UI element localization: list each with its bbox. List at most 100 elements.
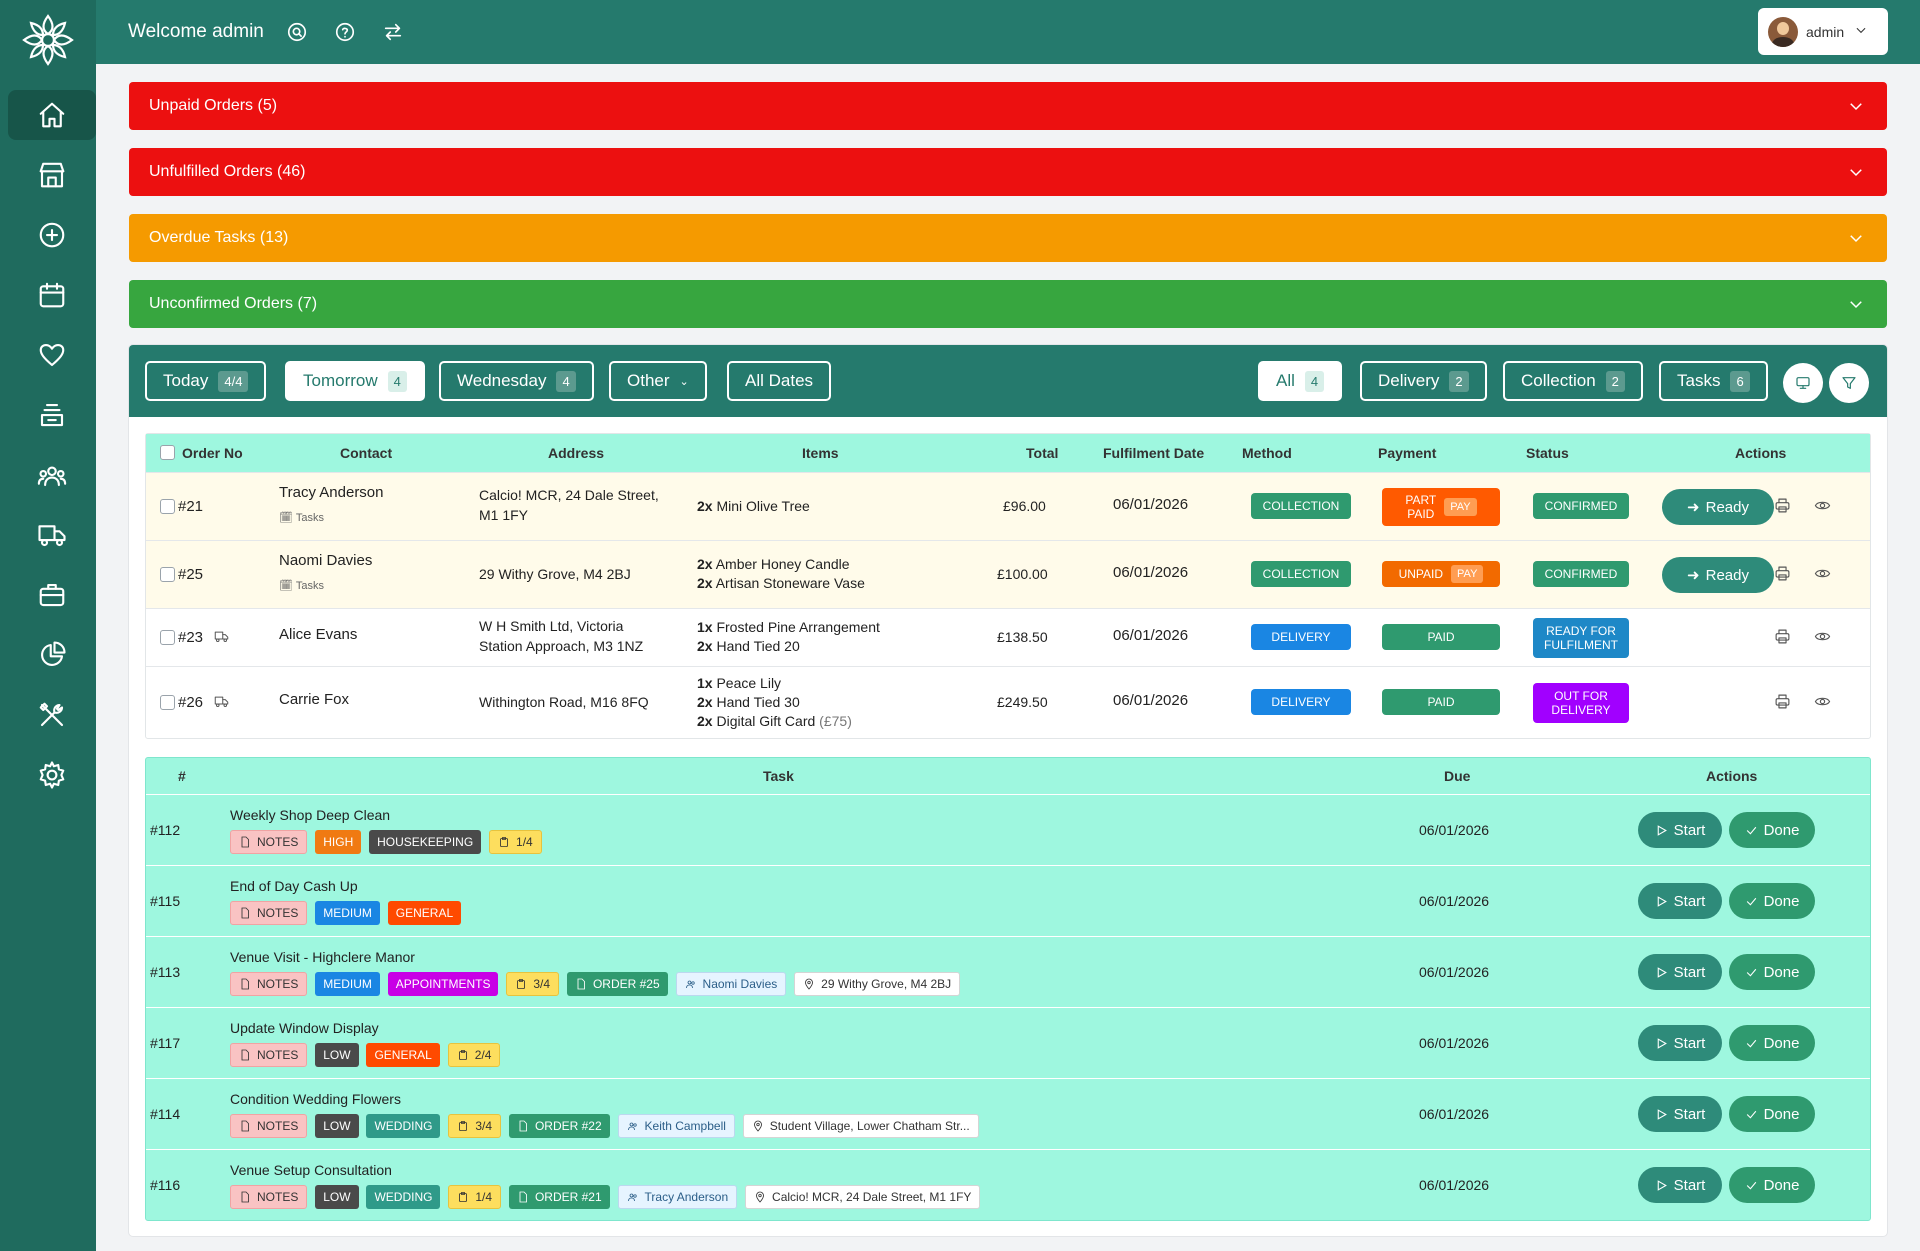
nav-shop[interactable] [8,150,96,200]
order-row[interactable]: #26 Carrie Fox Withington Road, M16 8FQ … [146,666,1870,738]
order-number[interactable]: #26 [178,694,204,711]
task-row[interactable]: #115 End of Day Cash Up NOTES MEDIUM GEN… [146,865,1870,936]
start-button[interactable]: Start [1638,1167,1722,1203]
nav-home[interactable] [8,90,96,140]
filter-tomorrow[interactable]: Tomorrow 4 [285,361,425,401]
task-title[interactable]: Condition Wedding Flowers [230,1091,401,1107]
nav-favourites[interactable] [8,330,96,380]
search-button[interactable] [282,17,312,47]
ready-button[interactable]: ➜ Ready [1662,557,1774,593]
nav-tools[interactable] [8,690,96,740]
nav-customers[interactable] [8,450,96,500]
filter-other-dropdown[interactable]: Other ⌄ [609,361,707,401]
contact-tag[interactable]: Naomi Davies [675,972,787,996]
contact-name[interactable]: Naomi Davies [279,552,373,569]
contact-tag[interactable]: Tracy Anderson [617,1185,738,1209]
row-checkbox[interactable] [160,499,175,514]
filter-delivery[interactable]: Delivery 2 [1360,361,1487,401]
task-row[interactable]: #117 Update Window Display NOTES LOW GEN… [146,1007,1870,1078]
user-menu[interactable]: admin [1758,8,1888,55]
notes-tag[interactable]: NOTES [230,1114,308,1138]
payment-badge[interactable]: UNPAID PAY [1382,561,1500,587]
filter-all[interactable]: All 4 [1258,361,1343,401]
contact-tag[interactable]: Keith Campbell [617,1114,735,1138]
contact-name[interactable]: Tracy Anderson [279,484,384,501]
notes-tag[interactable]: NOTES [230,1043,308,1067]
filter-all-dates[interactable]: All Dates [727,361,832,401]
notes-tag[interactable]: NOTES [230,1185,308,1209]
nav-add[interactable] [8,210,96,260]
order-link-tag[interactable]: ORDER #22 [508,1114,610,1138]
nav-delivery[interactable] [8,510,96,560]
view-button[interactable] [1814,628,1831,648]
alert-overdue-tasks[interactable]: Overdue Tasks (13) [129,214,1887,262]
pay-button[interactable]: PAY [1444,498,1477,516]
notes-tag[interactable]: NOTES [230,901,308,925]
start-button[interactable]: Start [1638,1025,1722,1061]
order-row[interactable]: #25 Naomi Davies 🗓 Tasks 29 Withy Grove,… [146,540,1870,608]
order-row[interactable]: #21 Tracy Anderson 🗓 Tasks Calcio! MCR, … [146,472,1870,540]
filter-collection[interactable]: Collection 2 [1503,361,1643,401]
filter-wednesday[interactable]: Wednesday 4 [439,361,594,401]
done-button[interactable]: Done [1729,954,1815,990]
contact-name[interactable]: Carrie Fox [279,691,350,708]
logo[interactable] [0,0,96,80]
alert-unfulfilled-orders[interactable]: Unfulfilled Orders (46) [129,148,1887,196]
start-button[interactable]: Start [1638,812,1722,848]
done-button[interactable]: Done [1729,812,1815,848]
pay-button[interactable]: PAY [1451,565,1484,583]
task-row[interactable]: #113 Venue Visit - Highclere Manor NOTES… [146,936,1870,1007]
order-link-tag[interactable]: ORDER #25 [566,972,668,996]
row-checkbox[interactable] [160,695,175,710]
row-checkbox[interactable] [160,630,175,645]
task-title[interactable]: Weekly Shop Deep Clean [230,807,391,823]
notes-tag[interactable]: NOTES [230,972,308,996]
order-link-tag[interactable]: ORDER #21 [508,1185,610,1209]
task-row[interactable]: #116 Venue Setup Consultation NOTES LOW … [146,1149,1870,1220]
location-tag[interactable]: Calcio! MCR, 24 Dale Street, M1 1FY [745,1185,981,1209]
task-title[interactable]: Update Window Display [230,1020,379,1036]
filter-button[interactable] [1829,363,1869,403]
display-button[interactable] [1783,363,1823,403]
view-button[interactable] [1814,497,1831,517]
filter-tasks[interactable]: Tasks 6 [1659,361,1768,401]
help-button[interactable] [330,17,360,47]
filter-today[interactable]: Today 4/4 [145,361,267,401]
print-button[interactable] [1774,628,1791,648]
contact-name[interactable]: Alice Evans [279,626,358,643]
notes-tag[interactable]: NOTES [230,830,308,854]
nav-settings[interactable] [8,750,96,800]
done-button[interactable]: Done [1729,1096,1815,1132]
row-checkbox[interactable] [160,567,175,582]
alert-unconfirmed-orders[interactable]: Unconfirmed Orders (7) [129,280,1887,328]
ready-button[interactable]: ➜ Ready [1662,489,1774,525]
task-row[interactable]: #114 Condition Wedding Flowers NOTES LOW… [146,1078,1870,1149]
alert-unpaid-orders[interactable]: Unpaid Orders (5) [129,82,1887,130]
tasks-link[interactable]: 🗓 Tasks [279,580,324,592]
start-button[interactable]: Start [1638,954,1722,990]
task-title[interactable]: Venue Visit - Highclere Manor [230,949,415,965]
select-all-checkbox[interactable] [160,445,175,460]
task-row[interactable]: #112 Weekly Shop Deep Clean NOTES HIGH H… [146,794,1870,865]
switch-button[interactable] [378,17,408,47]
order-number[interactable]: #21 [178,498,204,515]
order-row[interactable]: #23 Alice Evans W H Smith Ltd, Victoria … [146,608,1870,666]
nav-inventory[interactable] [8,390,96,440]
print-button[interactable] [1774,693,1791,713]
nav-reports[interactable] [8,630,96,680]
done-button[interactable]: Done [1729,1025,1815,1061]
print-button[interactable] [1774,565,1791,585]
nav-calendar[interactable] [8,270,96,320]
nav-jobs[interactable] [8,570,96,620]
task-title[interactable]: Venue Setup Consultation [230,1162,392,1178]
view-button[interactable] [1814,693,1831,713]
print-button[interactable] [1774,497,1791,517]
view-button[interactable] [1814,565,1831,585]
tasks-link[interactable]: 🗓 Tasks [279,512,324,524]
location-tag[interactable]: Student Village, Lower Chatham Str... [742,1114,979,1138]
order-number[interactable]: #23 [178,629,204,646]
order-number[interactable]: #25 [178,566,204,583]
location-tag[interactable]: 29 Withy Grove, M4 2BJ [794,972,961,996]
done-button[interactable]: Done [1729,883,1815,919]
done-button[interactable]: Done [1729,1167,1815,1203]
